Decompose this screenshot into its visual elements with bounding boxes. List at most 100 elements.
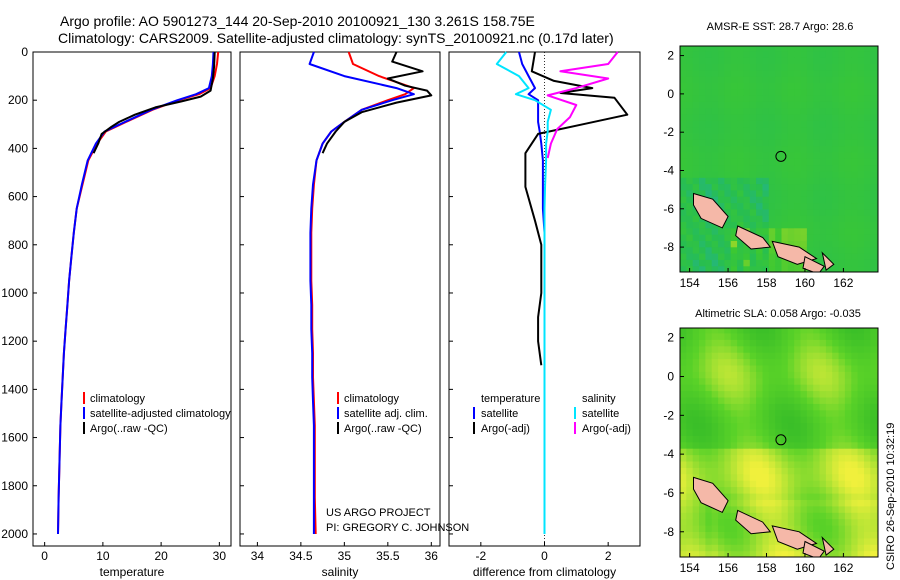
map-cell (825, 537, 833, 545)
map-cell (787, 364, 795, 372)
map-cell (800, 234, 808, 241)
map-cell (819, 409, 827, 417)
map-cell (749, 215, 757, 222)
map-cell (686, 403, 694, 411)
map-cell (705, 358, 713, 366)
map-cell (692, 384, 700, 392)
map-cell (787, 196, 795, 204)
map-cell (711, 76, 719, 83)
map-cell (819, 215, 827, 222)
map-cell (711, 544, 719, 552)
map-cell (844, 435, 852, 443)
difference-legend: temperature satellite Argo(-adj) salinit… (473, 393, 631, 435)
map-cell (857, 133, 865, 140)
map-cell (838, 164, 846, 172)
map-cell (718, 259, 725, 267)
map-cell (724, 473, 732, 481)
map-cell (876, 69, 878, 77)
map-cell (864, 114, 871, 121)
map-cell (775, 208, 783, 216)
map-cell (756, 352, 763, 360)
map-cell (743, 544, 751, 552)
map-cell (756, 126, 763, 134)
map-cell (800, 63, 808, 71)
map-cell (775, 202, 783, 210)
map-cell (806, 227, 814, 235)
map-cell (870, 371, 878, 379)
map-cell (844, 76, 852, 83)
map-cell (711, 467, 719, 475)
map-cell (806, 339, 814, 347)
map-cell (864, 107, 871, 115)
map-cell (794, 328, 802, 334)
map-cell (819, 133, 827, 140)
map-cell (870, 50, 878, 58)
map-cell (819, 364, 827, 372)
map-cell (749, 358, 757, 366)
map-cell (806, 328, 814, 334)
map-cell (718, 177, 725, 185)
map-cell (876, 139, 878, 147)
map-cell (857, 328, 865, 334)
map-cell (705, 390, 713, 398)
map-cell (844, 390, 852, 398)
map-cell (857, 454, 865, 462)
x-tick-label: 20 (154, 549, 168, 563)
map-cell (844, 57, 852, 64)
map-cell (825, 151, 833, 159)
map-cell (794, 422, 802, 430)
map-cell (787, 221, 795, 229)
map-cell (857, 550, 865, 557)
map-cell (832, 114, 840, 121)
map-cell (686, 480, 694, 488)
map-cell (768, 196, 776, 204)
map-cell (724, 183, 732, 191)
map-cell (787, 390, 795, 398)
map-cell (876, 531, 878, 539)
map-cell (813, 403, 821, 411)
map-cell (737, 390, 744, 398)
map-cell (680, 467, 687, 475)
map-cell (730, 409, 738, 417)
map-cell (844, 384, 852, 392)
map-cell (800, 196, 808, 204)
map-cell (680, 435, 687, 443)
map-cell (794, 512, 802, 520)
map-cell (692, 215, 700, 222)
map-cell (832, 409, 840, 417)
map-cell (775, 512, 783, 520)
map-cell (876, 120, 878, 128)
map-cell (724, 512, 732, 520)
map-cell (844, 550, 852, 557)
map-cell (756, 133, 763, 140)
map-cell (768, 332, 776, 340)
map-cell (705, 164, 713, 172)
map-cell (800, 358, 808, 366)
map-cell (756, 544, 763, 552)
map-cell (756, 377, 763, 385)
map-cell (749, 467, 757, 475)
map-cell (813, 352, 821, 360)
map-cell (813, 371, 821, 379)
map-cell (768, 88, 776, 96)
map-cell (851, 95, 859, 102)
map-cell (692, 183, 700, 191)
map-cell (762, 364, 770, 372)
map-cell (806, 460, 814, 468)
map-cell (705, 82, 713, 90)
map-cell (686, 352, 694, 360)
map-cell (756, 499, 763, 507)
map-cell (692, 177, 700, 185)
map-cell (692, 512, 700, 520)
map-cell (851, 512, 859, 520)
map-cell (787, 512, 795, 520)
map-cell (876, 253, 878, 260)
map-cell (864, 467, 871, 475)
map-cell (851, 441, 859, 449)
map-cell (832, 202, 840, 210)
map-cell (686, 486, 694, 494)
map-cell (813, 126, 821, 134)
map-cell (756, 189, 763, 197)
map-cell (711, 151, 719, 159)
map-cell (711, 409, 719, 417)
